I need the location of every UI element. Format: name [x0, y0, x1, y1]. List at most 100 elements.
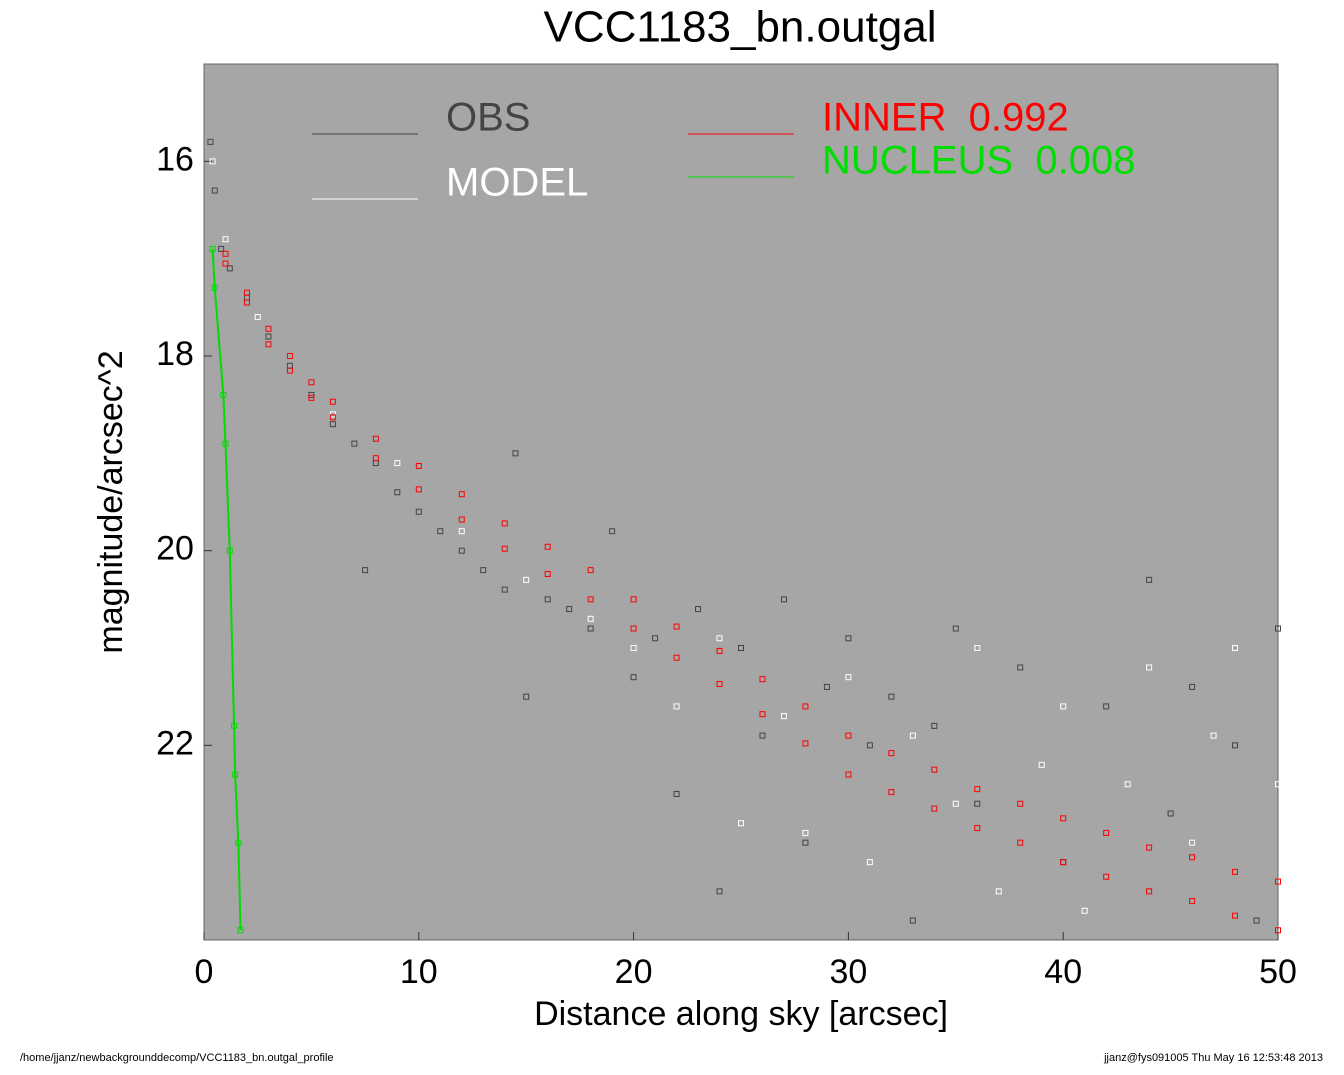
data-point [845, 674, 852, 681]
data-point [673, 791, 680, 797]
data-point [231, 722, 238, 729]
x-tick-label: 20 [615, 953, 653, 991]
data-point [909, 917, 916, 924]
data-point [952, 800, 959, 807]
x-axis-label: Distance along sky [arcsec] [534, 995, 948, 1033]
x-tick-label: 50 [1259, 953, 1297, 991]
data-point [237, 927, 244, 934]
data-point [888, 750, 895, 757]
data-point [254, 314, 261, 321]
data-point [501, 545, 508, 552]
data-point [802, 740, 809, 747]
data-point [523, 576, 530, 583]
data-point [1103, 703, 1110, 710]
data-point [1167, 810, 1174, 817]
data-point [1017, 800, 1024, 807]
data-point [845, 732, 852, 739]
data-point [695, 606, 702, 613]
data-point [265, 325, 272, 332]
data-point [952, 625, 959, 632]
data-point [220, 391, 227, 398]
data-point [1189, 683, 1196, 690]
data-point [566, 606, 573, 613]
data-point [544, 596, 551, 603]
data-point [265, 341, 272, 348]
data-point [243, 289, 250, 296]
data-point [286, 353, 293, 359]
data-point [544, 543, 551, 550]
data-point [866, 742, 873, 749]
data-point [866, 859, 873, 866]
data-point [1146, 576, 1153, 583]
series-line [211, 248, 242, 931]
data-point [1060, 815, 1067, 822]
data-point [1146, 664, 1153, 671]
data-point [1146, 844, 1153, 851]
legend-label: NUCLEUS 0.008 [822, 139, 1135, 183]
data-point [1232, 868, 1239, 875]
data-point [329, 421, 336, 428]
data-point [1081, 907, 1088, 914]
data-point [1146, 888, 1153, 895]
data-point [673, 654, 680, 661]
data-point [501, 586, 508, 593]
data-point [1189, 898, 1196, 905]
footer-stamp: jjanz@fys091005 Thu May 16 12:53:48 2013 [1103, 1052, 1323, 1064]
data-point [222, 260, 229, 267]
data-point [845, 635, 852, 642]
data-point [1124, 781, 1131, 788]
y-axis-label: magnitude/arcsec^2 [92, 350, 130, 653]
data-point [780, 713, 787, 720]
data-point [209, 245, 216, 252]
data-point [222, 250, 229, 257]
data-point [1232, 645, 1239, 651]
data-point [652, 635, 659, 642]
data-point [845, 771, 852, 778]
data-point [716, 681, 723, 688]
chart-title: VCC1183_bn.outgal [543, 3, 936, 52]
data-point [235, 839, 242, 846]
data-point [888, 789, 895, 796]
data-point [716, 635, 723, 642]
data-point [437, 528, 444, 535]
data-point [1253, 917, 1260, 924]
data-point [415, 486, 422, 493]
data-point [523, 693, 530, 700]
data-point [630, 596, 637, 603]
data-point [226, 547, 233, 554]
data-point [587, 596, 594, 603]
data-point [329, 398, 336, 405]
data-point [329, 414, 336, 421]
data-point [1275, 927, 1281, 934]
data-point [480, 567, 487, 574]
data-point [458, 516, 465, 523]
data-point [265, 333, 272, 340]
data-point [974, 786, 981, 793]
data-point [243, 299, 250, 306]
data-point [222, 440, 229, 447]
data-point [673, 703, 680, 710]
data-point [759, 732, 766, 739]
y-tick-label: 18 [156, 335, 194, 373]
data-point [630, 645, 637, 651]
plot-area [203, 63, 1279, 941]
data-point [738, 645, 744, 651]
data-point [802, 839, 809, 846]
data-point [286, 367, 293, 374]
data-point [222, 236, 229, 243]
data-point [394, 489, 401, 496]
data-point [1103, 829, 1110, 836]
data-point [351, 440, 358, 447]
data-point [232, 771, 239, 778]
data-point [458, 491, 465, 498]
data-point [415, 508, 422, 515]
data-point [1232, 742, 1239, 749]
y-tick-label: 20 [156, 530, 194, 568]
data-point [1103, 873, 1110, 880]
data-point [501, 520, 508, 527]
data-point [909, 732, 916, 739]
data-point [1038, 761, 1045, 768]
data-point [716, 647, 723, 654]
data-point [1189, 839, 1196, 846]
